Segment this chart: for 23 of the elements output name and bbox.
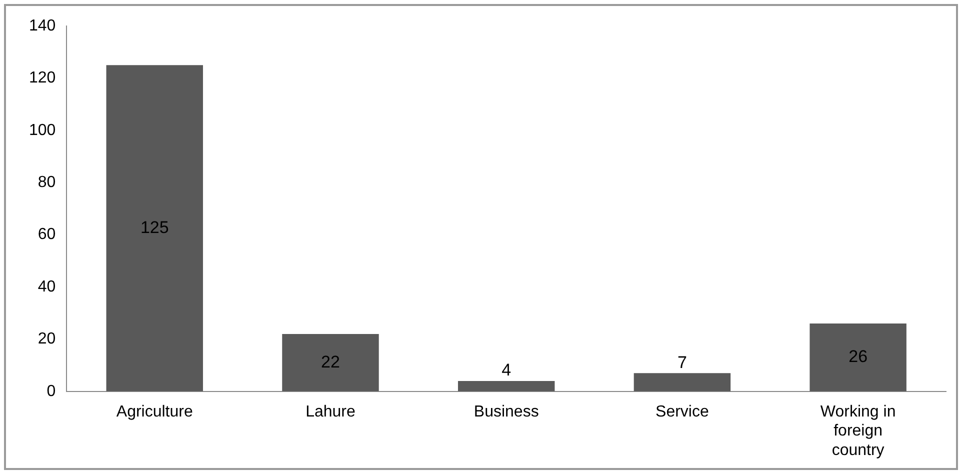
y-tick-label: 120 [28,70,56,87]
y-tick-label: 100 [28,122,56,139]
y-tick-label: 60 [38,226,56,244]
y-tick-label: 140 [28,17,56,34]
data-label: 125 [140,218,169,237]
x-tick-label: Working in foreign country [820,403,896,459]
x-tick-label: Lahure [306,403,356,420]
data-label: 26 [848,347,868,366]
y-tick-label: 80 [38,174,56,192]
data-label: 4 [502,360,512,380]
y-tick-label: 40 [38,278,56,296]
y-tick-label: 0 [46,382,56,400]
x-tick-label: Business [474,403,539,420]
bar [810,324,906,392]
x-tick-label: Service [656,403,709,420]
bar [106,65,203,392]
bar [282,334,379,392]
bar [634,373,731,392]
data-label: 7 [677,352,687,372]
bar [458,380,555,392]
y-tick-label: 20 [38,330,56,348]
x-tick-label: Agriculture [116,403,193,420]
data-label: 22 [321,352,340,372]
